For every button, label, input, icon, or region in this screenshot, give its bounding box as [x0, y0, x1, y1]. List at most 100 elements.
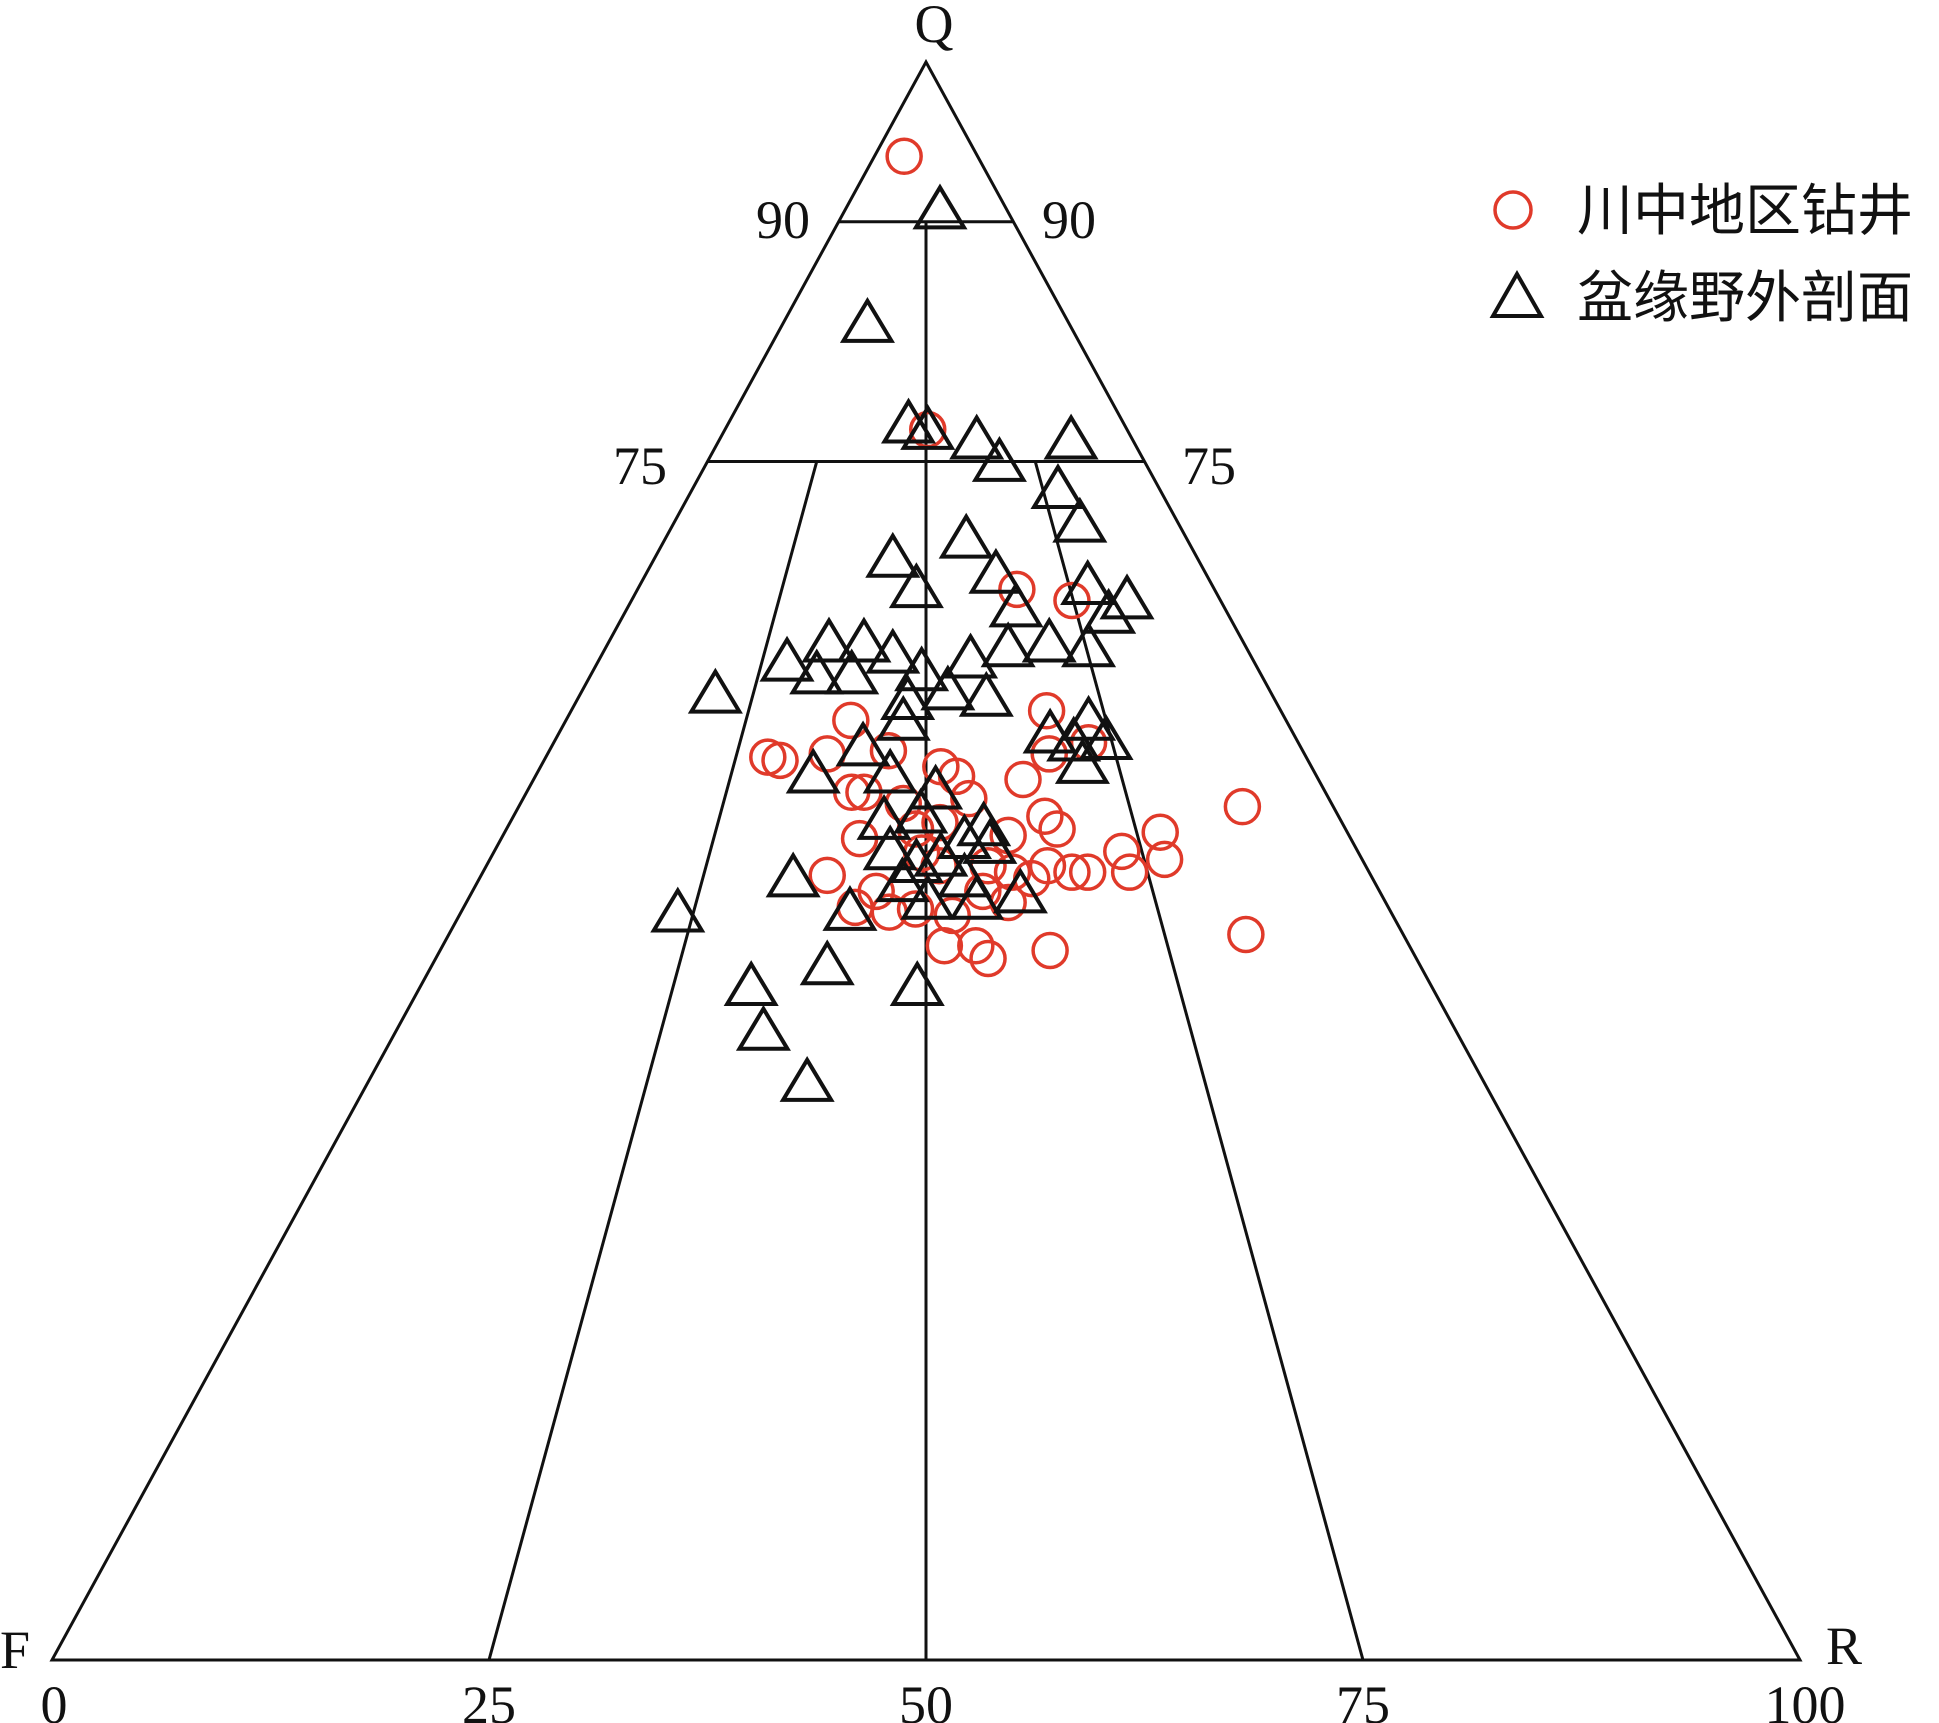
data-point-triangle	[1043, 413, 1099, 460]
data-point-circle	[1004, 760, 1042, 799]
data-point-triangle	[779, 1056, 835, 1102]
data-point-triangle	[687, 667, 743, 714]
data-point-circle	[998, 570, 1036, 609]
data-point-circle	[1103, 832, 1141, 871]
data-point-circle	[896, 890, 935, 928]
data-point-triangle	[920, 664, 976, 711]
data-point-triangle	[1054, 738, 1110, 784]
vertex-label-r: R	[1826, 1616, 1862, 1676]
data-point-triangle	[880, 674, 936, 720]
q-tick-75-left: 75	[613, 436, 667, 496]
data-point-circle	[969, 939, 1007, 978]
data-point-triangle	[723, 960, 779, 1007]
data-point-triangle	[824, 648, 880, 695]
data-point-triangle	[862, 824, 918, 871]
data-point-triangle	[865, 627, 921, 674]
data-point-triangle	[836, 616, 892, 663]
data-point-triangle	[913, 830, 969, 877]
data-point-circle	[1030, 735, 1068, 773]
vertex-label-f: F	[0, 1620, 30, 1680]
data-point-triangle	[1030, 463, 1086, 510]
data-point-triangle	[1078, 714, 1134, 760]
data-point-circle	[1053, 581, 1091, 620]
data-point-circle	[808, 856, 846, 895]
data-point-circle	[1227, 915, 1265, 954]
data-points	[650, 137, 1265, 1102]
legend-label-triangle: 盆缘野外剖面	[1577, 266, 1913, 331]
legend-triangle-marker	[1489, 269, 1545, 318]
data-point-circle	[1141, 813, 1179, 851]
data-point-triangle	[992, 867, 1048, 914]
data-point-triangle	[735, 1004, 791, 1051]
data-point-triangle	[968, 547, 1024, 594]
data-point-triangle	[938, 512, 994, 559]
data-point-triangle	[1060, 559, 1116, 605]
data-point-triangle	[765, 851, 821, 898]
base-tick-75: 75	[1336, 1675, 1390, 1723]
data-point-triangle	[893, 787, 949, 834]
data-point-triangle	[799, 939, 855, 986]
data-point-triangle	[650, 886, 706, 933]
data-point-circle	[925, 926, 964, 965]
triangle-frame	[49, 58, 1803, 1662]
base-tick-50: 50	[899, 1675, 953, 1723]
data-point-triangle	[865, 531, 921, 578]
data-point-triangle	[908, 763, 964, 810]
data-point-triangle	[785, 747, 841, 794]
data-point-circle	[957, 926, 995, 965]
data-point-triangle	[759, 635, 815, 682]
data-point-triangle	[1099, 573, 1155, 620]
data-point-circle	[832, 701, 870, 740]
legend-label-circle: 川中地区钻井	[1577, 179, 1913, 244]
data-point-triangle	[912, 183, 968, 230]
data-point-triangle	[943, 632, 999, 679]
data-point-triangle	[835, 720, 891, 767]
data-point-circle	[1145, 840, 1184, 879]
ratio-boundary-line-25	[487, 461, 819, 1661]
data-point-triangle	[980, 621, 1036, 668]
data-point-circle	[1053, 853, 1091, 891]
data-point-triangle	[956, 800, 1012, 847]
data-point-circle	[869, 731, 908, 770]
data-point-circle	[1068, 853, 1107, 891]
data-point-triangle	[1081, 587, 1137, 634]
vertex-label-q: Q	[915, 0, 954, 54]
data-point-triangle	[862, 747, 918, 794]
data-point-triangle	[888, 562, 944, 609]
data-point-circle	[749, 738, 787, 776]
data-point-triangle	[875, 694, 931, 741]
data-point-triangle	[988, 581, 1044, 628]
data-point-triangle	[889, 960, 945, 1007]
data-point-triangle	[900, 873, 956, 920]
series-triangle	[650, 183, 1155, 1102]
data-point-triangle	[839, 296, 895, 343]
data-point-circle	[1031, 931, 1069, 970]
ratio-boundary-line-75	[1033, 461, 1365, 1661]
base-tick-0: 0	[41, 1675, 68, 1723]
data-point-triangle	[971, 436, 1027, 482]
data-point-triangle	[1061, 621, 1117, 668]
data-point-triangle	[801, 616, 857, 663]
data-point-circle	[1027, 692, 1066, 730]
data-point-triangle	[1061, 694, 1117, 741]
data-point-circle	[993, 853, 1032, 891]
data-point-circle	[1223, 787, 1262, 826]
data-point-triangle	[789, 648, 845, 695]
base-tick-100: 100	[1765, 1675, 1846, 1723]
data-point-circle	[1038, 810, 1076, 848]
data-point-triangle	[1021, 616, 1077, 663]
data-point-circle	[950, 779, 988, 818]
q-tick-75-right: 75	[1182, 436, 1236, 496]
base-tick-25: 25	[462, 1675, 516, 1723]
data-point-circle	[1026, 797, 1064, 836]
data-point-triangle	[900, 404, 956, 450]
data-point-circle	[761, 741, 799, 780]
data-point-triangle	[962, 817, 1018, 864]
q-tick-90-right: 90	[1042, 190, 1096, 250]
q-tick-90-left: 90	[756, 190, 810, 250]
data-point-triangle	[949, 873, 1005, 920]
data-point-circle	[885, 137, 923, 176]
data-point-triangle	[949, 413, 1005, 460]
data-point-triangle	[1052, 496, 1108, 543]
